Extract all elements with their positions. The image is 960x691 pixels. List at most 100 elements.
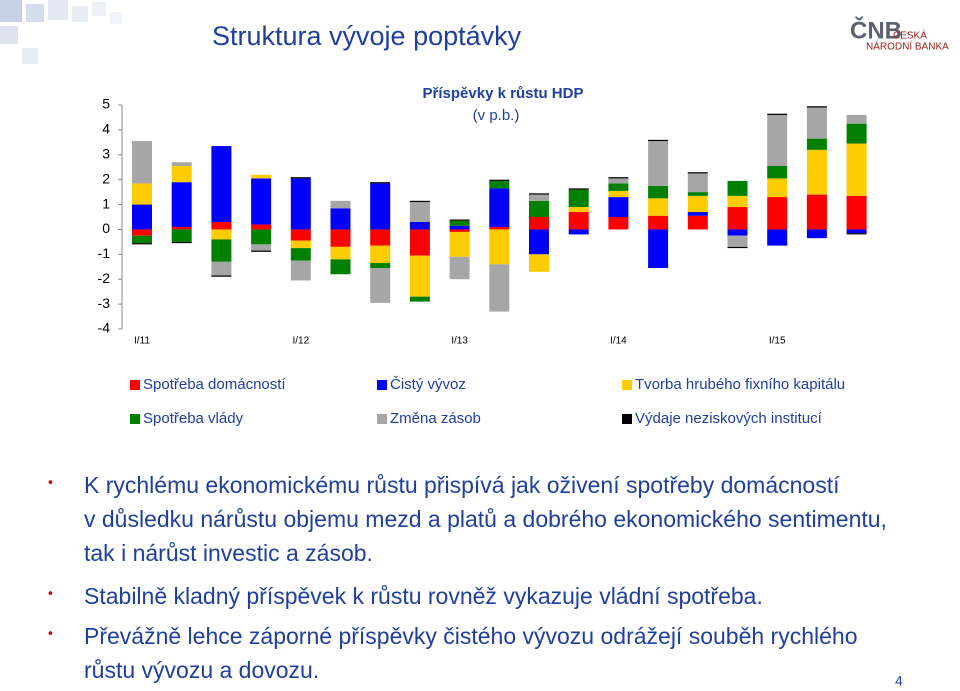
legend-swatch — [130, 380, 140, 390]
bar-segment — [171, 165, 192, 183]
bar-segment — [767, 229, 788, 246]
bar-segment — [846, 143, 867, 196]
bar-segment — [529, 193, 549, 195]
bar-segment — [132, 229, 152, 236]
bar-segment — [171, 229, 192, 242]
bar-segment — [370, 245, 391, 264]
slide-title: Struktura vývoje poptávky — [212, 21, 522, 51]
bar-segment — [529, 200, 549, 217]
y-tick-label: -3 — [98, 295, 111, 311]
bar-segment — [608, 217, 629, 230]
bar-segment — [290, 260, 311, 281]
bar-segment — [449, 219, 470, 221]
bar-segment — [370, 263, 391, 269]
bar-segment — [529, 254, 549, 272]
bar-segment — [171, 241, 192, 244]
legend-swatch — [377, 380, 387, 390]
bar-segment — [687, 173, 708, 193]
bar-segment — [608, 183, 629, 191]
legend-swatch — [377, 414, 387, 424]
bar-segment — [806, 106, 827, 108]
bar-segment — [251, 178, 272, 225]
x-tick-label: I/14 — [610, 336, 627, 347]
bar-segment — [132, 183, 152, 205]
bar-segment — [568, 207, 589, 213]
bar-segment — [846, 229, 867, 234]
bar-segment — [330, 229, 351, 247]
chart-title: Příspěvky k růstu HDP — [423, 85, 584, 102]
bar-segment — [767, 114, 788, 166]
bar-segment — [251, 229, 272, 245]
bar-segment — [687, 195, 708, 213]
bar-segment — [290, 248, 311, 261]
bar-segment — [529, 194, 549, 201]
bar-segment — [648, 198, 669, 216]
legend-label: Změna zásob — [390, 410, 481, 427]
legend-label: Spotřeba vlády — [143, 410, 244, 427]
bar-segment — [171, 226, 192, 230]
bar-segment — [330, 246, 351, 260]
bar-segment — [449, 220, 470, 226]
bullet-text: Převážně lehce záporné příspěvky čistého… — [84, 623, 858, 649]
y-tick-label: 1 — [102, 195, 110, 211]
bar-segment — [251, 244, 272, 251]
bar-segment — [727, 195, 748, 208]
legend-label: Čistý vývoz — [390, 376, 466, 393]
legend-label: Tvorba hrubého fixního kapitálu — [635, 376, 845, 393]
bar-segment — [251, 250, 272, 252]
bar-segment — [568, 189, 589, 208]
bar-segment — [370, 229, 391, 246]
bar-segment — [568, 212, 589, 230]
bar-segment — [648, 139, 669, 142]
bar-segment — [409, 200, 430, 203]
bar-segment — [806, 107, 827, 139]
chart-subtitle: (v p.b.) — [473, 107, 520, 124]
bar-segment — [727, 229, 748, 236]
bullet-text: K rychlému ekonomickému růstu přispívá j… — [84, 472, 840, 498]
bar-segment — [330, 200, 351, 209]
bar-segment — [290, 178, 311, 230]
bar-segment — [489, 229, 510, 265]
bar-segment — [608, 197, 629, 217]
bar-segment — [568, 188, 589, 190]
bar-segment — [608, 190, 629, 198]
bullet-text: růstu vývozu a dovozu. — [84, 657, 319, 683]
y-tick-label: -4 — [98, 320, 111, 336]
bar-segment — [687, 192, 708, 196]
bullet-dot: • — [48, 625, 53, 641]
logo-text: ČESKÁ — [893, 29, 927, 42]
bar-segment — [648, 229, 669, 269]
bullet-dot: • — [48, 474, 53, 490]
y-tick-label: -2 — [98, 270, 111, 286]
bar-segment — [211, 261, 232, 276]
bar-segment — [211, 221, 232, 230]
bar-segment — [846, 233, 867, 235]
bar-segment — [608, 177, 629, 179]
bar-segment — [568, 229, 589, 235]
page-number: 4 — [895, 673, 903, 689]
bar-segment — [608, 178, 629, 184]
bar-segment — [132, 243, 152, 245]
bar-segment — [489, 188, 510, 227]
bar-segment — [648, 185, 669, 199]
bar-segment — [330, 208, 351, 230]
bar-segment — [687, 172, 708, 174]
bar-segment — [409, 221, 430, 230]
bullet-text: Stabilně kladný příspěvek k růstu rovněž… — [84, 583, 763, 609]
x-tick-label: I/15 — [769, 336, 786, 347]
bar-segment — [330, 259, 351, 275]
bar-segment — [211, 239, 232, 262]
bar-segment — [132, 141, 152, 184]
x-tick-label: I/13 — [451, 336, 468, 347]
bar-segment — [409, 296, 430, 302]
bar-segment — [806, 149, 827, 195]
bar-segment — [489, 264, 510, 312]
logo-text: NÁRODNÍ BANKA — [866, 40, 949, 53]
bar-segment — [767, 197, 788, 230]
bar-segment — [489, 179, 510, 181]
x-tick-label: I/11 — [134, 336, 150, 347]
bar-segment — [370, 182, 391, 184]
bar-segment — [727, 235, 748, 247]
bar-segment — [489, 180, 510, 189]
